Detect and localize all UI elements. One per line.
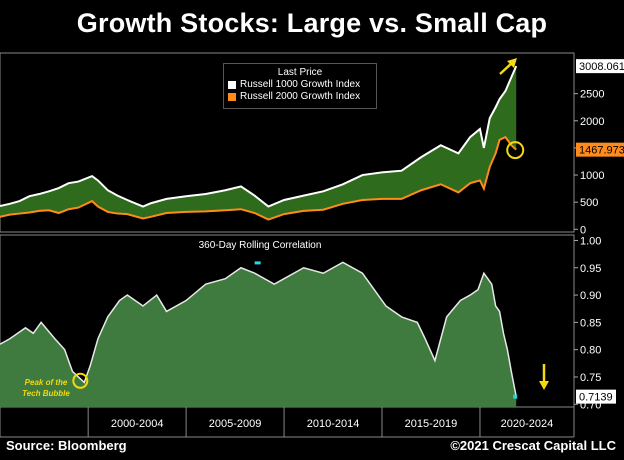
legend-label-large-cap: Russell 1000 Growth Index bbox=[240, 79, 361, 90]
legend-label-small-cap: Russell 2000 Growth Index bbox=[240, 91, 361, 102]
series-line-small-cap bbox=[0, 135, 517, 221]
tech-bubble-circle bbox=[72, 372, 89, 389]
series-line-large-cap bbox=[0, 65, 518, 208]
small-cap-last-value-box bbox=[576, 142, 624, 157]
legend-item-small-cap: Russell 2000 Growth Index bbox=[228, 91, 376, 102]
price-y-tick-label: 2000 bbox=[580, 116, 604, 128]
correlation-plot bbox=[0, 261, 517, 407]
corr-y-tick-label: 0.75 bbox=[580, 372, 601, 384]
annotation-layer bbox=[72, 58, 549, 399]
legend: Last Price Russell 1000 Growth Index Rus… bbox=[223, 63, 377, 109]
x-tick-label: 2020-2024 bbox=[501, 418, 554, 430]
correlation-area bbox=[0, 262, 517, 407]
corr-y-tick-label: 0.90 bbox=[580, 290, 601, 302]
correlation-last-value-box bbox=[576, 389, 616, 404]
price-y-tick-label: 2500 bbox=[580, 89, 604, 101]
x-tick-label: 2005-2009 bbox=[209, 418, 262, 430]
corr-y-tick-label: 1.00 bbox=[580, 235, 601, 247]
legend-title: Last Price bbox=[277, 67, 323, 78]
axes-layer: 050010001500200025003008.0611467.9730.70… bbox=[0, 59, 624, 438]
small-cap-last-value: 1467.973 bbox=[579, 145, 624, 157]
correlation-title: 360-Day Rolling Correlation bbox=[198, 240, 322, 251]
down-arrow-head bbox=[539, 381, 549, 390]
up-arrow-head bbox=[507, 58, 517, 68]
source-label: Source: Bloomberg bbox=[6, 438, 127, 453]
correlation-line bbox=[0, 261, 517, 397]
price-plot bbox=[0, 65, 518, 221]
price-y-tick-label: 1000 bbox=[580, 170, 604, 182]
tech-bubble-note-line2: Tech Bubble bbox=[22, 389, 70, 398]
tech-bubble-note-line1: Peak of the bbox=[24, 378, 68, 387]
price-y-tick-label: 0 bbox=[580, 224, 586, 236]
large-cap-last-value: 3008.061 bbox=[579, 61, 624, 73]
legend-item-large-cap: Russell 1000 Growth Index bbox=[228, 79, 376, 90]
corr-last-marker bbox=[513, 394, 518, 399]
small-cap-highlight-circle bbox=[506, 141, 525, 160]
legend-swatch-large-cap bbox=[228, 80, 236, 89]
chart-title: Growth Stocks: Large vs. Small Cap bbox=[76, 8, 548, 38]
price-y-tick-label: 500 bbox=[580, 197, 598, 209]
copyright-label: ©2021 Crescat Capital LLC bbox=[450, 438, 616, 453]
large-cap-last-value-box bbox=[576, 59, 624, 74]
corr-y-tick-label: 0.95 bbox=[580, 263, 601, 275]
x-tick-label: 2000-2004 bbox=[111, 418, 164, 430]
correlation-last-value: 0.7139 bbox=[579, 392, 613, 404]
x-tick-label: 2010-2014 bbox=[307, 418, 360, 430]
legend-swatch-small-cap bbox=[228, 92, 236, 101]
top-panel-frame bbox=[0, 52, 575, 233]
corr-peak-marker bbox=[254, 261, 261, 265]
corr-y-tick-label: 0.80 bbox=[580, 345, 601, 357]
x-tick-label: 2015-2019 bbox=[405, 418, 458, 430]
spread-fill bbox=[0, 66, 517, 220]
corr-y-tick-label: 0.85 bbox=[580, 317, 601, 329]
